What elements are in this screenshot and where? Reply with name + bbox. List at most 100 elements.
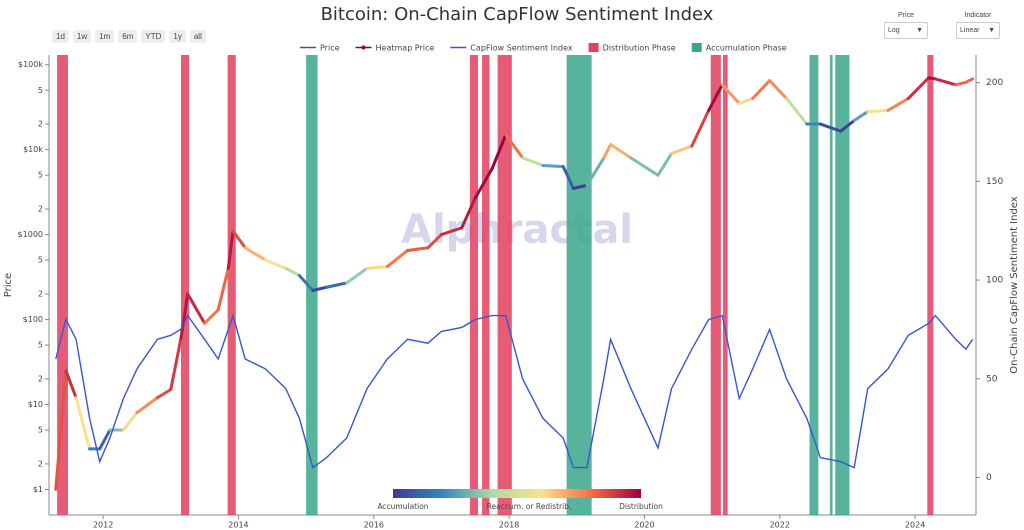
heatmap-price-segment <box>324 281 349 289</box>
legend-label: Distribution Phase <box>603 44 676 53</box>
range-button[interactable]: YTD <box>141 30 166 43</box>
heatmap-price-segment <box>264 258 288 270</box>
heatmap-price-segment <box>690 108 711 148</box>
heatmap-price-segment <box>385 248 410 269</box>
heatmap-price-segment <box>216 266 230 312</box>
heatmap-price-segment <box>839 119 856 133</box>
range-button[interactable]: 1d <box>52 30 69 43</box>
heatmap-price-segment <box>852 110 870 123</box>
y-tick-label: $100 <box>23 315 43 324</box>
heatmap-price-segment <box>226 229 235 270</box>
phase-band <box>927 55 934 515</box>
dropdown-box[interactable]: Log <box>884 22 928 39</box>
heatmap-price-segment <box>135 396 159 415</box>
heatmap-price-segment <box>720 83 741 105</box>
y-tick-label: 5 <box>38 171 43 180</box>
heatmap-price-segment <box>933 77 958 87</box>
heatmap-price-segment <box>585 156 606 187</box>
heatmap-price-segment <box>179 292 190 340</box>
chart-title: Bitcoin: On-Chain CapFlow Sentiment Inde… <box>321 4 714 25</box>
legend-swatch <box>588 43 599 52</box>
heatmap-price-segment <box>460 196 477 230</box>
heatmap-price-segment <box>866 108 890 114</box>
heatmap-price-segment <box>155 388 173 400</box>
phase-band <box>829 55 833 515</box>
y-tick-label: 2 <box>38 205 43 214</box>
phase-band <box>227 55 236 515</box>
heatmap-price-segment <box>751 79 772 100</box>
heatmap-price-segment <box>284 266 301 277</box>
colorbar-label: Accumulation <box>377 502 428 511</box>
x-tick-label: 2016 <box>364 521 384 530</box>
phase-band <box>809 55 819 515</box>
x-tick-label: 2018 <box>499 521 519 530</box>
y-tick-label: 5 <box>38 426 43 435</box>
colorbar-label: Distribution <box>619 502 663 511</box>
y2-tick-label: 200 <box>986 78 1003 88</box>
heatmap-price-segment <box>571 183 589 190</box>
heatmap-price-segment <box>906 76 931 100</box>
legend-item: CapFlow Sentiment Index <box>450 44 573 53</box>
legend-label: Price <box>320 44 340 53</box>
dropdown-box[interactable]: Linear <box>956 22 1000 39</box>
phase-band <box>497 55 512 515</box>
range-button[interactable]: 1m <box>95 30 115 43</box>
x-tick-label: 2014 <box>228 521 248 530</box>
heatmap-price-segment <box>345 266 369 285</box>
legend-item: Heatmap Price <box>355 44 434 53</box>
heatmap-price-segment <box>74 396 92 451</box>
heatmap-price-segment <box>231 229 247 250</box>
y-tick-label: $1000 <box>18 230 43 239</box>
range-button[interactable]: 1y <box>169 30 186 43</box>
y2-tick-label: 50 <box>986 374 998 384</box>
phase-band <box>722 55 728 515</box>
phase-band <box>57 55 68 515</box>
legend-swatch-dot <box>361 45 366 50</box>
heatmap-price-segment <box>561 165 575 190</box>
legend-swatch <box>691 43 702 52</box>
y-tick-label: 5 <box>38 86 43 95</box>
phase-band <box>469 55 478 515</box>
heatmap-price-segment <box>602 142 613 160</box>
y2-tick-label: 100 <box>986 276 1003 286</box>
watermark: Alphractal <box>401 207 633 253</box>
heatmap-price-segment <box>541 164 565 169</box>
x-tick-label: 2022 <box>770 521 790 530</box>
y-tick-label: 5 <box>38 341 43 350</box>
range-button[interactable]: all <box>189 30 206 43</box>
heatmap-price-segment <box>98 428 112 451</box>
range-button[interactable]: 1w <box>72 30 92 43</box>
y-tick-label: 2 <box>38 120 43 129</box>
y-tick-label: $10 <box>28 400 43 409</box>
heatmap-price-segment <box>186 292 207 325</box>
heatmap-price-segment <box>406 246 430 252</box>
heatmap-price-segment <box>521 156 545 168</box>
heatmap-price-segment <box>121 411 139 432</box>
range-button[interactable]: 6m <box>118 30 138 43</box>
y-tick-label: 2 <box>38 374 43 383</box>
dropdown-label: Indicator <box>964 12 992 19</box>
heatmap-price-segment <box>768 79 789 100</box>
y2-axis-title: On-Chain CapFlow Sentiment Index <box>1009 196 1020 374</box>
phase-band <box>306 55 318 515</box>
colorbar <box>393 489 641 498</box>
price-dropdown: Price Log <box>884 12 928 39</box>
legend-label: Accumulation Phase <box>706 44 787 53</box>
heatmap-price-segment <box>169 336 183 392</box>
legend-label: CapFlow Sentiment Index <box>470 44 573 53</box>
heatmap-price-segment <box>203 308 220 325</box>
heatmap-price-segment <box>504 133 525 160</box>
phase-band <box>180 55 190 515</box>
heatmap-price-segment <box>473 166 494 200</box>
heatmap-price-segment <box>426 233 443 250</box>
x-tick-label: 2012 <box>93 521 113 530</box>
y-tick-label: $1 <box>33 485 43 494</box>
heatmap-price-segment <box>243 246 268 262</box>
phase-band <box>835 55 850 515</box>
x-tick-label: 2020 <box>634 521 654 530</box>
colorbar-label: Reaccum. or Redistrib. <box>487 502 572 511</box>
y2-tick-label: 0 <box>986 473 992 483</box>
y-tick-label: 2 <box>38 459 43 468</box>
heatmap-price-segment <box>737 96 755 105</box>
y-tick-label: 5 <box>38 256 43 265</box>
